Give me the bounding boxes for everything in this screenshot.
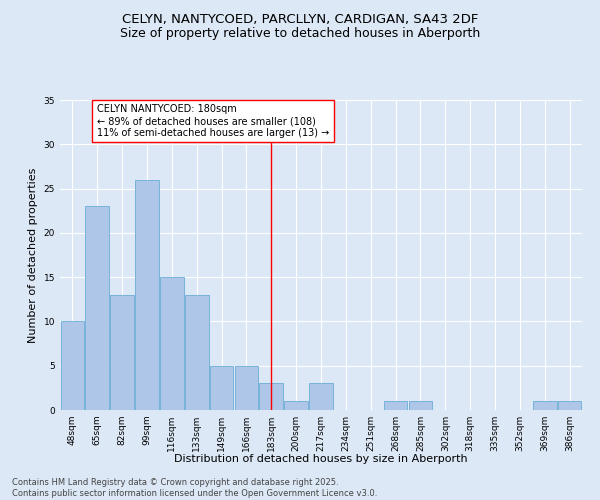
Bar [160,277,184,410]
Bar [309,384,333,410]
Bar [110,295,134,410]
Bar [284,401,308,410]
Text: Contains HM Land Registry data © Crown copyright and database right 2025.
Contai: Contains HM Land Registry data © Crown c… [12,478,377,498]
Bar [259,384,283,410]
Bar [85,206,109,410]
Text: CELYN NANTYCOED: 180sqm
← 89% of detached houses are smaller (108)
11% of semi-d: CELYN NANTYCOED: 180sqm ← 89% of detache… [97,104,329,138]
Bar [533,401,557,410]
Bar [135,180,159,410]
Bar [210,366,233,410]
Bar [61,322,84,410]
Text: CELYN, NANTYCOED, PARCLLYN, CARDIGAN, SA43 2DF: CELYN, NANTYCOED, PARCLLYN, CARDIGAN, SA… [122,12,478,26]
Bar [185,295,209,410]
Text: Size of property relative to detached houses in Aberporth: Size of property relative to detached ho… [120,28,480,40]
Bar [235,366,258,410]
Bar [409,401,432,410]
Bar [384,401,407,410]
X-axis label: Distribution of detached houses by size in Aberporth: Distribution of detached houses by size … [174,454,468,464]
Y-axis label: Number of detached properties: Number of detached properties [28,168,38,342]
Bar [558,401,581,410]
